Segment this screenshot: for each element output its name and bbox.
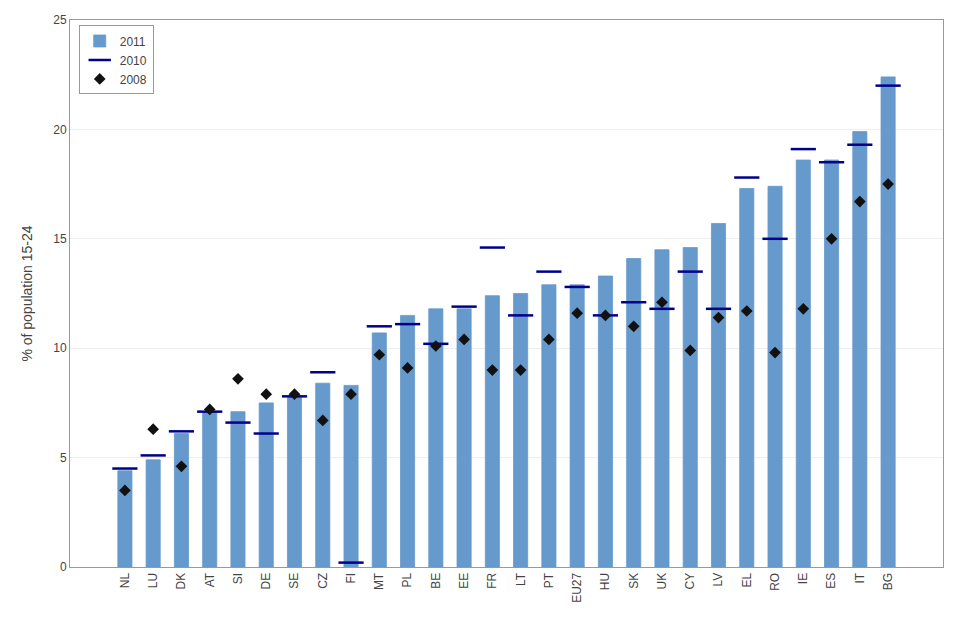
svg-text:EE: EE [457, 573, 471, 589]
svg-text:DK: DK [174, 573, 188, 590]
svg-text:CZ: CZ [316, 573, 330, 589]
svg-text:% of population 15-24: % of population 15-24 [19, 225, 35, 361]
svg-text:NL: NL [118, 572, 132, 588]
svg-text:0: 0 [60, 560, 67, 574]
svg-text:2011: 2011 [120, 35, 146, 49]
svg-text:BG: BG [881, 573, 895, 590]
svg-text:LU: LU [146, 573, 160, 588]
svg-text:IE: IE [796, 573, 810, 584]
svg-text:AT: AT [203, 572, 217, 587]
svg-text:SK: SK [627, 573, 641, 589]
svg-text:MT: MT [372, 572, 386, 590]
svg-text:10: 10 [53, 341, 67, 355]
svg-text:EU27: EU27 [570, 572, 584, 602]
svg-text:HU: HU [598, 573, 612, 590]
svg-text:FR: FR [485, 572, 499, 588]
svg-text:CY: CY [683, 573, 697, 590]
svg-text:20: 20 [53, 123, 67, 137]
svg-text:25: 25 [53, 13, 67, 27]
svg-text:2010: 2010 [120, 54, 147, 68]
svg-text:BE: BE [429, 573, 443, 589]
svg-text:IT: IT [853, 572, 867, 583]
svg-text:ES: ES [824, 573, 838, 589]
svg-text:LV: LV [711, 573, 725, 587]
svg-text:SE: SE [287, 573, 301, 589]
svg-text:DE: DE [259, 573, 273, 590]
svg-text:LT: LT [514, 572, 528, 586]
svg-text:PT: PT [542, 572, 556, 588]
svg-text:RO: RO [768, 573, 782, 591]
svg-text:15: 15 [53, 232, 67, 246]
svg-text:2008: 2008 [120, 73, 147, 87]
svg-text:UK: UK [655, 573, 669, 590]
svg-text:PL: PL [400, 572, 414, 587]
svg-text:SI: SI [231, 573, 245, 584]
svg-text:FI: FI [344, 573, 358, 584]
svg-text:EL: EL [740, 572, 754, 587]
svg-text:5: 5 [60, 451, 67, 465]
